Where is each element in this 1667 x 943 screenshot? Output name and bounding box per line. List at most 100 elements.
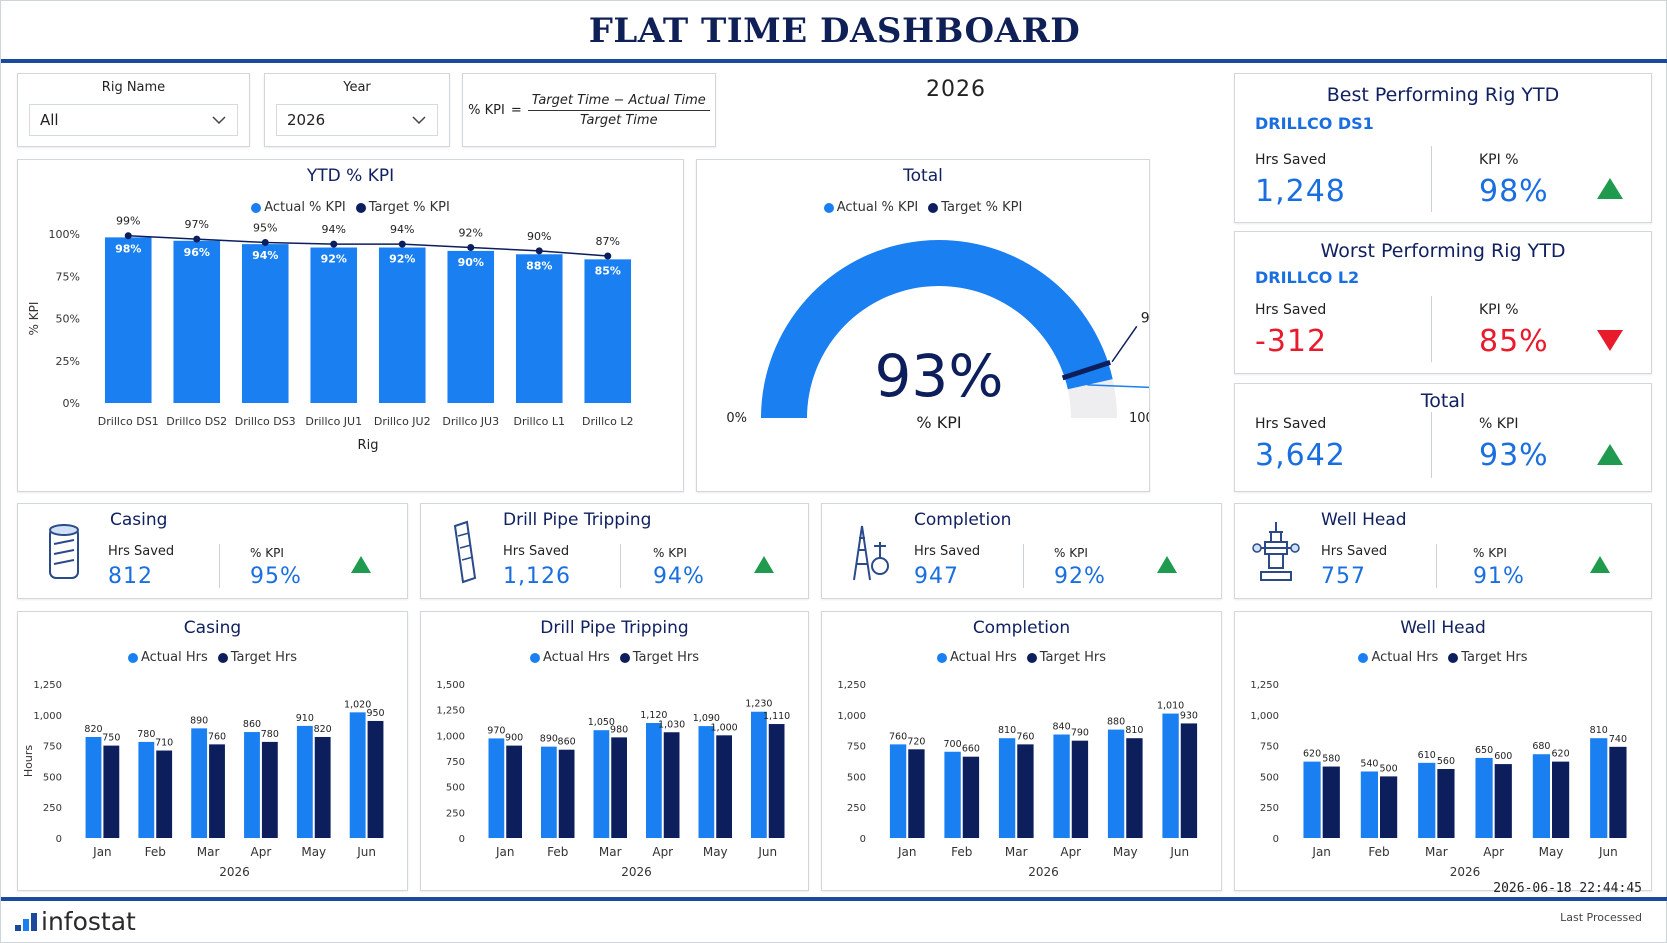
bar-target-hrs: [1322, 766, 1340, 838]
x-tick-label: Jun: [1598, 845, 1618, 859]
bar-data-label: 1,230: [745, 699, 772, 710]
bar-actual-hrs: [85, 736, 102, 838]
bar-target-hrs: [558, 749, 575, 838]
bar-data-label: 790: [1071, 728, 1089, 739]
x-tick-label: Drillco JU1: [305, 415, 362, 428]
last-processed-timestamp: 2026-06-18 22:44:45: [1493, 881, 1642, 896]
bar-data-label: 900: [505, 733, 523, 744]
bar-actual-hrs: [296, 725, 313, 838]
bar-target-hrs: [1609, 746, 1627, 838]
bar-target-hrs: [716, 735, 732, 838]
worst-kpi-label: KPI %: [1479, 302, 1519, 318]
y-tick-label: 75%: [56, 270, 80, 283]
bar-target-hrs: [103, 745, 120, 838]
y-axis-title: % KPI: [27, 302, 41, 336]
bar-data-label: 760: [889, 731, 907, 742]
casing-chart-title: Casing: [183, 618, 242, 638]
bar-target-hrs: [156, 750, 173, 838]
drill-pipe-icon: [453, 520, 477, 584]
trend-up-icon: [1597, 444, 1623, 465]
legend-target: Target % KPI: [355, 200, 450, 215]
casing-kpi-card: Casing Hrs Saved 812 % KPI 95%: [17, 503, 408, 599]
target-data-label: 87%: [596, 235, 620, 248]
drill-pipe-kpi-card: Drill Pipe Tripping Hrs Saved 1,126 % KP…: [420, 503, 809, 599]
worst-rig-title: Worst Performing Rig YTD: [1320, 240, 1566, 262]
legend-target-label: Target Hrs: [230, 650, 297, 665]
bar-data-label: 700: [944, 739, 962, 750]
footer-bar: [1, 897, 1667, 901]
well-head-title: Well Head: [1321, 510, 1407, 530]
bar-data-label: 820: [84, 724, 102, 735]
total-kpi-value: 93%: [1479, 438, 1549, 473]
year-slicer: Year 2026: [264, 73, 450, 147]
target-data-label: 94%: [390, 223, 414, 236]
well-head-monthly-chart-card: Well Head Actual Hrs Target Hrs 0 250 500 7…: [1234, 611, 1652, 891]
bar-target-hrs: [1017, 744, 1034, 838]
drill-pipe-kpi-value: 94%: [653, 564, 705, 589]
x-tick-label: Jan: [92, 845, 112, 859]
legend-target: Target Hrs: [1026, 650, 1106, 665]
x-tick-label: Drillco DS2: [166, 415, 227, 428]
bar-actual-hrs: [1107, 729, 1125, 838]
bar-data-label: 540: [1360, 758, 1378, 769]
x-tick-label: Feb: [1368, 845, 1389, 859]
legend-actual: Actual Hrs: [1358, 650, 1438, 665]
infostat-logo-icon: [15, 912, 37, 931]
y-tick-label: 0: [1273, 834, 1279, 845]
total-summary-title: Total: [1420, 390, 1466, 412]
legend-target-label: Target % KPI: [368, 200, 450, 215]
target-kpi-point: [330, 240, 338, 248]
bar-target-hrs: [209, 744, 225, 838]
rig-name-dropdown[interactable]: All: [29, 104, 238, 136]
bar-data-label: 98%: [115, 242, 141, 255]
target-kpi-line: [128, 234, 608, 257]
bar-target-hrs: [367, 720, 384, 838]
drill-pipe-monthly-chart-card: Drill Pipe Tripping Actual Hrs Target Hr…: [420, 611, 809, 891]
y-tick-label: 0: [459, 834, 465, 845]
bar-target-hrs: [1180, 723, 1198, 838]
formula-equals: =: [510, 102, 522, 118]
well-head-icon: [1252, 522, 1300, 581]
target-kpi-point: [535, 247, 543, 255]
bar-actual-hrs: [1475, 757, 1493, 838]
gauge-actual-leader: [1087, 384, 1149, 389]
y-tick-label: 250: [1260, 803, 1279, 814]
casing-monthly-chart: 02505007501,0001,250Hours820750Jan780710…: [22, 680, 385, 879]
gauge-sub-label: % KPI: [916, 413, 961, 432]
legend-actual-dot: [529, 652, 540, 663]
bar-data-label: 750: [102, 733, 120, 744]
x-axis-title: Rig: [358, 438, 379, 453]
bar-actual-hrs: [698, 726, 715, 838]
well-head-chart-title: Well Head: [1400, 618, 1486, 638]
best-kpi-value: 98%: [1479, 174, 1549, 209]
year-dropdown[interactable]: 2026: [276, 104, 438, 136]
bar-actual-hrs: [138, 741, 155, 838]
kpi-formula: % KPI = Target Time − Actual Time Target…: [463, 74, 715, 146]
y-tick-label: 1,250: [837, 680, 866, 691]
bar-actual-hrs: [191, 728, 208, 838]
y-axis-title: Hours: [22, 745, 35, 777]
best-rig-title: Best Performing Rig YTD: [1326, 84, 1560, 106]
x-tick-label: Feb: [145, 845, 166, 859]
x-tick-label: Drillco L1: [513, 415, 565, 428]
total-gauge-card: Total Actual % KPI Target % KPI 90%93%93…: [696, 159, 1150, 492]
casing-hrs-value: 812: [108, 564, 153, 589]
gauge-actual-arc: [761, 240, 1113, 418]
gauge-title: Total: [903, 166, 943, 186]
x-tick-label: Drillco L2: [582, 415, 634, 428]
legend-actual-label: Actual Hrs: [542, 650, 610, 665]
legend-target: Target % KPI: [928, 200, 1022, 215]
ytd-kpi-chart-card: YTD % KPI Actual % KPI Target % KPI 0% 25…: [17, 159, 684, 492]
best-rig-name: DRILLCO DS1: [1255, 114, 1374, 133]
y-tick-label: 1,000: [436, 731, 465, 742]
casing-divider: [219, 544, 220, 588]
bar-data-label: 890: [190, 715, 208, 726]
selected-year-display: 2026: [926, 77, 986, 102]
bar-data-label: 94%: [252, 249, 278, 262]
bar-data-label: 1,050: [588, 717, 615, 728]
x-axis-title: 2026: [1450, 865, 1481, 879]
casing-icon: [49, 524, 79, 579]
bar-actual-hrs: [541, 746, 557, 838]
bar-actual-hrs: [593, 730, 610, 838]
